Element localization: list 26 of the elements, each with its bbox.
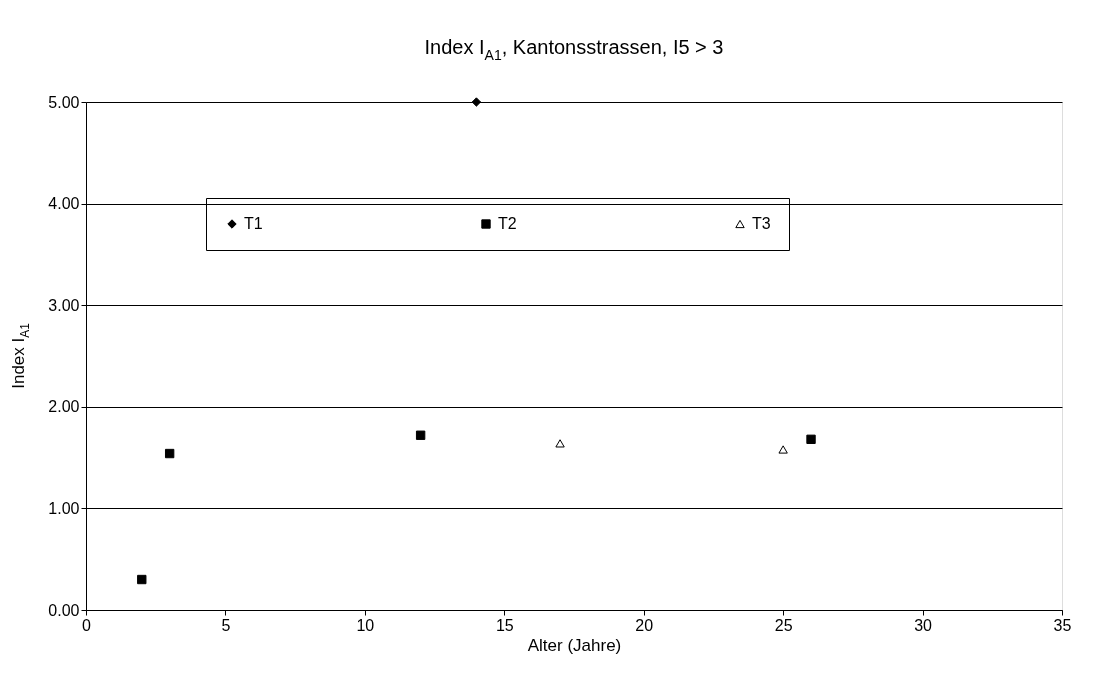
legend-label: T3 (752, 215, 771, 232)
legend-label: T1 (244, 215, 263, 232)
y-tick-label: 0.00 (48, 601, 80, 619)
point (471, 97, 482, 107)
x-tick-label: 10 (356, 616, 375, 634)
point (137, 574, 147, 585)
x-axis-title: Alter (Jahre) (527, 635, 622, 655)
point (164, 448, 175, 459)
x-tick-label: 15 (495, 616, 514, 634)
legend-label: T2 (498, 215, 517, 232)
point (806, 434, 816, 444)
point (778, 445, 788, 454)
x-tick-label: 25 (774, 616, 793, 634)
y-tick-label: 4.00 (48, 195, 80, 213)
y-tick-label: 5.00 (48, 93, 80, 111)
y-tick-label: 2.00 (48, 398, 80, 416)
point (415, 430, 426, 440)
y-tick-label: 3.00 (48, 296, 80, 314)
y-tick-label: 1.00 (48, 499, 80, 517)
x-tick-label: 35 (1053, 616, 1072, 634)
y-axis-title: Index IA1 (9, 322, 33, 389)
x-tick-label: 0 (82, 616, 92, 634)
x-tick-label: 30 (914, 616, 933, 634)
x-tick-label: 5 (221, 616, 231, 634)
x-tick-label: 20 (635, 616, 654, 634)
point (555, 439, 565, 448)
